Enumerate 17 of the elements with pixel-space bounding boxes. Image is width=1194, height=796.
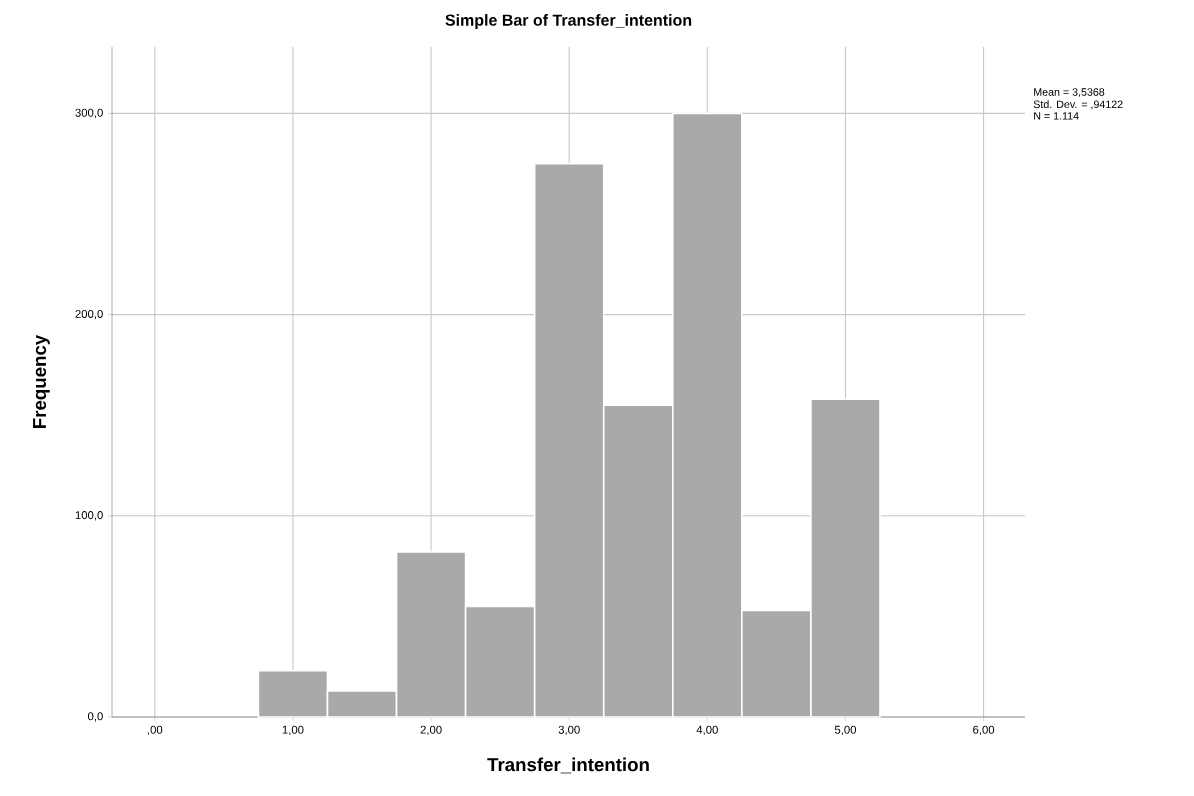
x-axis-title: Transfer_intention [487, 757, 649, 774]
y-tick-label: 100,0 [75, 511, 103, 521]
y-tick-label: 0,0 [87, 712, 103, 722]
x-tick-label: 5,00 [834, 725, 857, 736]
x-tick-label: 2,00 [420, 725, 442, 736]
x-tick-label: 3,00 [558, 725, 580, 736]
text: N = 1.114 [1034, 112, 1079, 120]
x-tick-label: ,00 [147, 725, 163, 736]
chart-title: Simple Bar of Transfer_intention [445, 14, 692, 29]
x-tick-label: 1,00 [282, 725, 304, 736]
x-tick-label: 6,00 [973, 725, 995, 736]
text: Std. Dev. = ,94122 [1033, 100, 1123, 110]
y-tick-label: 300,0 [75, 108, 103, 119]
text: Mean = 3,5368 [1034, 88, 1105, 98]
y-tick-label: 200,0 [75, 309, 103, 320]
x-tick-label: 4,00 [696, 725, 718, 736]
y-axis-title: Frequency [33, 334, 50, 428]
